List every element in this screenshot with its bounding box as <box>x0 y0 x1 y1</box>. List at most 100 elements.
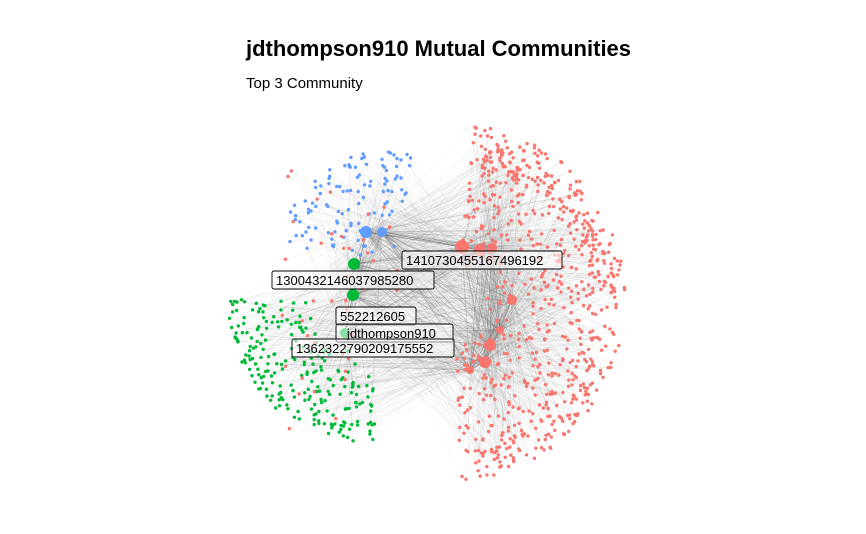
node <box>583 238 588 243</box>
edge <box>511 287 625 301</box>
node <box>261 310 265 314</box>
edge <box>357 177 463 248</box>
node <box>617 268 621 272</box>
node <box>526 233 531 237</box>
node <box>575 189 580 193</box>
node <box>517 421 521 425</box>
edge <box>371 299 513 426</box>
edge <box>248 231 383 357</box>
node <box>547 361 551 365</box>
edge <box>338 344 491 372</box>
edge <box>381 185 527 233</box>
node <box>496 144 500 148</box>
node <box>388 225 392 229</box>
edge <box>252 358 486 363</box>
node <box>511 170 516 174</box>
node <box>313 179 317 183</box>
node <box>297 320 301 325</box>
edge <box>281 369 471 398</box>
edge <box>484 361 557 406</box>
node <box>530 177 534 181</box>
node <box>533 151 537 155</box>
node <box>483 147 487 151</box>
hub-node <box>377 227 387 237</box>
edge <box>491 247 496 386</box>
edge <box>365 212 598 233</box>
edge <box>484 337 594 363</box>
node <box>297 392 301 396</box>
edge <box>352 250 491 346</box>
node-label-hub-red-top: 1410730455167496192 <box>401 250 563 270</box>
node <box>508 169 513 174</box>
edge <box>469 369 535 459</box>
node <box>562 432 567 437</box>
node <box>291 308 295 312</box>
node <box>506 173 510 178</box>
node <box>539 288 543 292</box>
node <box>486 296 490 300</box>
node <box>276 320 280 324</box>
node <box>242 321 246 326</box>
edge <box>489 291 593 346</box>
node-label-hub-red-bottom: 1362322790209175552 <box>291 338 455 358</box>
node <box>555 403 559 408</box>
node <box>590 360 595 364</box>
node <box>505 446 509 451</box>
edge <box>476 128 491 346</box>
node <box>385 179 389 183</box>
node <box>574 218 579 222</box>
edge <box>499 289 602 331</box>
edge <box>381 231 489 247</box>
edge <box>461 246 510 387</box>
node <box>334 416 338 421</box>
node <box>260 381 265 385</box>
edge <box>365 227 585 233</box>
node <box>347 163 351 167</box>
node <box>387 213 392 217</box>
node <box>311 362 315 366</box>
edge <box>489 195 547 346</box>
node <box>550 174 554 178</box>
node <box>574 397 579 401</box>
edge <box>479 249 560 376</box>
node <box>509 188 513 192</box>
node <box>291 219 295 224</box>
edge <box>457 247 493 401</box>
node <box>614 302 618 307</box>
edge <box>489 344 589 370</box>
node <box>568 360 572 365</box>
edge <box>461 190 578 248</box>
edge <box>326 329 501 412</box>
node <box>360 400 365 405</box>
node <box>512 423 517 427</box>
node <box>247 349 252 353</box>
edge <box>353 149 540 265</box>
node <box>510 199 514 204</box>
edge <box>381 167 486 233</box>
node <box>309 238 313 242</box>
edge <box>353 178 386 265</box>
node <box>358 253 362 257</box>
node <box>369 409 373 413</box>
node <box>552 419 556 423</box>
node <box>517 219 522 224</box>
edge <box>268 356 471 371</box>
edge <box>344 166 506 334</box>
node <box>349 224 353 228</box>
edge <box>381 163 472 233</box>
edge <box>484 361 522 431</box>
edge <box>365 175 483 233</box>
node <box>601 375 605 380</box>
node <box>303 391 307 395</box>
edge <box>353 190 578 265</box>
node <box>333 230 337 234</box>
node <box>390 189 394 194</box>
node <box>556 216 561 220</box>
node <box>517 356 521 360</box>
edge <box>303 231 367 348</box>
edge <box>499 322 571 331</box>
node <box>598 368 603 373</box>
edge <box>502 299 513 434</box>
node <box>363 244 367 248</box>
node <box>263 338 268 342</box>
